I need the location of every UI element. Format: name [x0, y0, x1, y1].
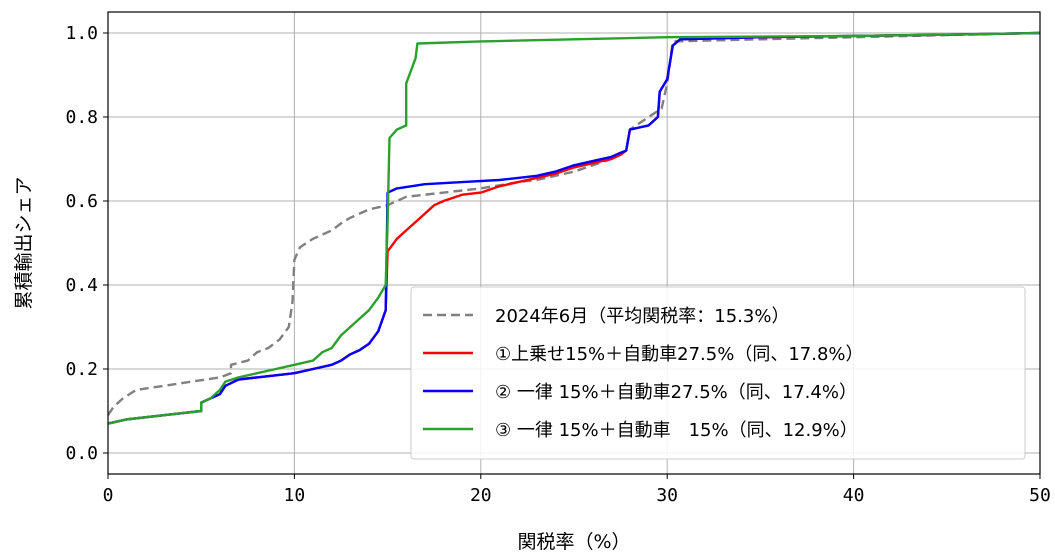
legend-label: ③ 一律 15%＋自動車 15%（同、12.9%） — [495, 420, 858, 441]
x-tick-label: 40 — [843, 485, 865, 506]
legend-entry-2: ①上乗せ15%＋自動車27.5%（同、17.8%） — [423, 344, 864, 365]
series-layer — [107, 31, 1041, 425]
legend-entry-4: ③ 一律 15%＋自動車 15%（同、12.9%） — [423, 420, 858, 441]
y-tick-label: 0.8 — [65, 107, 98, 128]
legend-label: ② 一律 15%＋自動車27.5%（同、17.4%） — [495, 382, 857, 403]
x-axis-label: 関税率（%） — [517, 531, 630, 553]
x-tick-label: 50 — [1029, 485, 1051, 506]
legend-box — [410, 286, 1026, 460]
series-line-4 — [107, 31, 1041, 425]
x-tick-label: 30 — [656, 485, 678, 506]
y-tick-label: 0.2 — [65, 359, 98, 380]
y-tick-labels: 0.0 0.2 0.4 0.6 0.8 1.0 — [65, 23, 108, 464]
legend-label: 2024年6月（平均関税率：15.3%） — [495, 306, 789, 327]
y-axis-label: 累積輸出シェア — [13, 176, 35, 309]
y-tick-label: 1.0 — [65, 23, 98, 44]
legend-label: ①上乗せ15%＋自動車27.5%（同、17.8%） — [495, 344, 864, 365]
y-tick-label: 0.4 — [65, 275, 98, 296]
y-tick-label: 0.6 — [65, 191, 98, 212]
plot-frame — [107, 11, 1041, 475]
legend-entry-3: ② 一律 15%＋自動車27.5%（同、17.4%） — [423, 382, 857, 403]
x-tick-label: 10 — [284, 485, 306, 506]
legend: 2024年6月（平均関税率：15.3%） ①上乗せ15%＋自動車27.5%（同、1… — [410, 286, 1026, 460]
legend-entry-1: 2024年6月（平均関税率：15.3%） — [423, 306, 789, 327]
x-tick-label: 20 — [470, 485, 492, 506]
x-tick-label: 0 — [103, 485, 114, 506]
x-tick-labels: 0 10 20 30 40 50 — [103, 474, 1051, 506]
series-line-3 — [107, 31, 1041, 425]
series-line-1 — [107, 31, 1041, 416]
y-tick-label: 0.0 — [65, 443, 98, 464]
